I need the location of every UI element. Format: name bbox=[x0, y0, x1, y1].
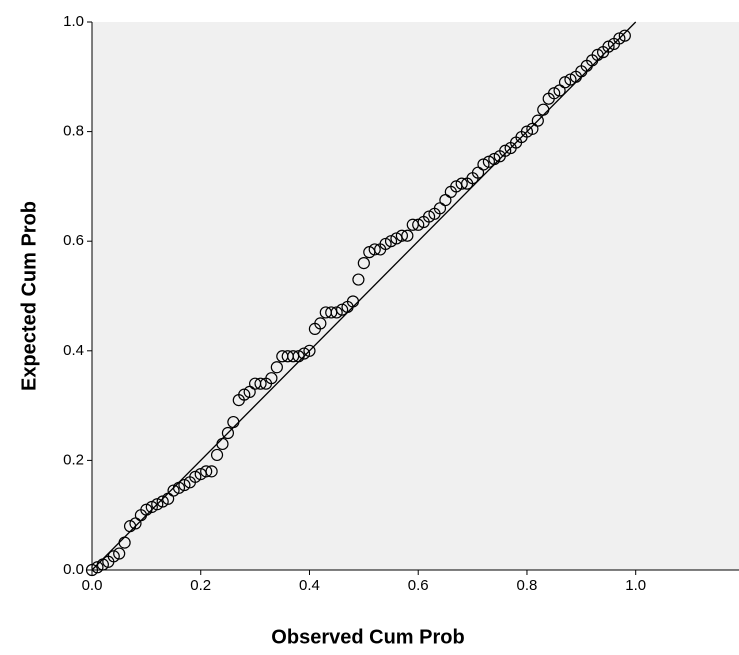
x-tick-label: 0.6 bbox=[408, 577, 429, 594]
point bbox=[200, 465, 213, 478]
x-axis-title: Observed Cum Prob bbox=[271, 626, 464, 648]
point bbox=[210, 448, 224, 462]
point bbox=[265, 372, 278, 385]
y-tick-label: 0.6 bbox=[63, 232, 84, 249]
point bbox=[346, 295, 360, 308]
point bbox=[352, 273, 365, 286]
x-tick-label: 0.2 bbox=[190, 577, 211, 594]
x-tick-label: 0.4 bbox=[299, 577, 320, 594]
y-tick-label: 0.2 bbox=[63, 451, 84, 468]
x-tick-label: 1.0 bbox=[625, 577, 646, 594]
point bbox=[537, 103, 550, 116]
point bbox=[455, 177, 468, 190]
point bbox=[618, 29, 631, 42]
x-tick-label: 0.8 bbox=[517, 577, 538, 594]
point bbox=[118, 536, 131, 549]
point bbox=[113, 547, 126, 560]
point bbox=[314, 317, 327, 330]
point bbox=[270, 361, 283, 374]
y-axis-title: Expected Cum Prob bbox=[18, 201, 40, 391]
point bbox=[205, 465, 218, 478]
point bbox=[368, 243, 381, 256]
y-tick-label: 1.0 bbox=[63, 13, 84, 30]
point bbox=[221, 426, 235, 440]
point bbox=[531, 114, 544, 127]
point bbox=[254, 377, 267, 390]
point bbox=[216, 437, 229, 451]
point bbox=[357, 257, 370, 270]
point bbox=[401, 229, 414, 242]
plot-area bbox=[92, 22, 739, 570]
point bbox=[395, 229, 409, 242]
point bbox=[227, 415, 240, 429]
x-tick-label: 0.0 bbox=[82, 577, 103, 594]
reference-line bbox=[91, 21, 637, 571]
y-tick-label: 0.8 bbox=[63, 123, 84, 140]
y-tick-label: 0.4 bbox=[63, 342, 84, 359]
point bbox=[303, 344, 316, 357]
y-tick-label: 0.0 bbox=[63, 561, 84, 578]
